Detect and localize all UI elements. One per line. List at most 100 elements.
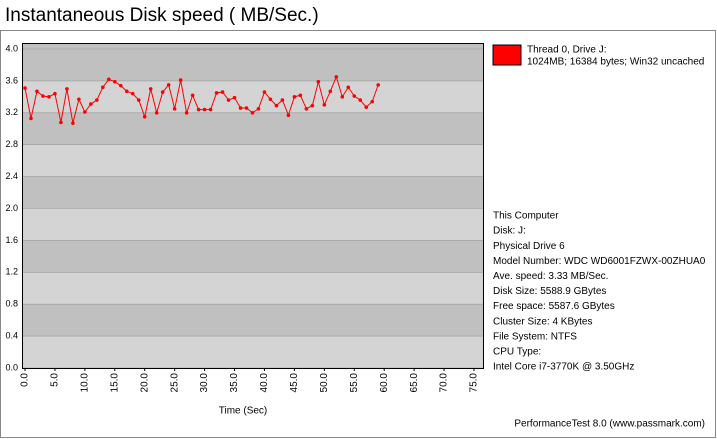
x-tick-label: 55.0: [349, 373, 360, 393]
data-point: [328, 89, 333, 94]
x-tick-label: 10.0: [80, 373, 91, 393]
data-point: [268, 97, 273, 102]
data-point: [370, 99, 375, 104]
series-line: [24, 75, 379, 124]
x-tick-label: 75.0: [469, 373, 480, 393]
y-tick-label: 3.6: [5, 75, 18, 85]
data-point: [136, 98, 141, 102]
x-tick-label: 0.0: [20, 373, 31, 387]
info-line: Disk: J:: [493, 226, 526, 237]
y-tick-label: 4.0: [5, 43, 18, 53]
x-tick-label: 65.0: [409, 373, 420, 393]
data-point: [124, 89, 129, 94]
y-tick-label: 2.4: [5, 171, 18, 181]
data-point: [148, 87, 153, 91]
plot-band: [22, 112, 483, 145]
y-tick-label: 1.2: [5, 267, 18, 277]
data-point: [250, 111, 255, 115]
data-point: [358, 98, 363, 102]
info-line: This Computer: [493, 211, 559, 222]
data-point: [184, 111, 189, 115]
data-point: [208, 107, 213, 112]
data-point: [59, 120, 63, 125]
plot-band: [22, 43, 483, 81]
data-point: [244, 106, 249, 110]
x-tick-label: 50.0: [319, 373, 330, 393]
data-point: [196, 107, 201, 112]
info-line: Ave. speed: 3.33 MB/Sec.: [493, 271, 608, 282]
info-line: CPU Type:: [493, 347, 541, 358]
data-point: [101, 85, 105, 90]
data-point: [35, 89, 39, 94]
data-point: [77, 97, 81, 102]
data-point: [286, 113, 291, 117]
legend-detail: 1024MB; 16384 bytes; Win32 uncached: [527, 57, 704, 68]
x-tick-label: 20.0: [139, 373, 150, 393]
data-point: [95, 98, 99, 102]
x-tick-label: 60.0: [379, 373, 390, 393]
data-point: [220, 90, 225, 94]
data-point: [304, 107, 309, 111]
data-point: [298, 93, 303, 98]
x-tick-label: 70.0: [439, 373, 450, 393]
data-point: [238, 106, 243, 110]
data-point: [172, 107, 177, 111]
data-point: [53, 91, 57, 96]
info-line: Free space: 5587.6 GBytes: [493, 301, 615, 312]
data-point: [29, 116, 33, 121]
legend-swatch: [492, 44, 522, 66]
data-point: [130, 91, 135, 96]
data-point: [292, 95, 297, 99]
data-point: [71, 121, 75, 125]
x-tick-label: 40.0: [259, 373, 270, 393]
info-line: Intel Core i7-3770K @ 3.50GHz: [493, 362, 634, 373]
data-point: [340, 95, 345, 99]
x-tick-label: 35.0: [229, 373, 240, 393]
data-point: [232, 95, 237, 100]
data-point: [310, 103, 315, 108]
plot-band: [22, 240, 483, 273]
plot-border: [22, 43, 484, 369]
data-point: [178, 78, 183, 82]
data-point: [154, 111, 159, 115]
data-point: [89, 102, 93, 106]
plot-band: [22, 304, 483, 337]
y-tick-label: 2.8: [5, 139, 18, 149]
data-point: [214, 91, 219, 95]
data-point: [352, 94, 357, 98]
data-point: [226, 98, 231, 102]
y-tick-label: 3.2: [5, 107, 18, 117]
data-point: [202, 107, 207, 112]
data-point: [280, 98, 285, 102]
plot-band: [22, 176, 483, 209]
chart-title: Instantaneous Disk speed ( MB/Sec.): [5, 5, 319, 26]
frame: [0, 30, 716, 438]
legend-entry: Thread 0, Drive J:: [527, 45, 606, 56]
info-line: Physical Drive 6: [493, 241, 565, 252]
y-tick-label: 1.6: [5, 235, 18, 245]
x-tick-label: 45.0: [289, 373, 300, 393]
data-point: [65, 87, 69, 91]
footer: PerformanceTest 8.0 (www.passmark.com): [514, 419, 705, 430]
data-point: [41, 94, 45, 98]
data-point: [322, 103, 327, 107]
y-tick-label: 2.0: [5, 203, 18, 213]
data-point: [190, 93, 195, 98]
data-point: [274, 103, 279, 108]
data-point: [142, 114, 147, 119]
data-point: [346, 85, 351, 90]
x-tick-label: 25.0: [169, 373, 180, 393]
data-point: [364, 105, 369, 110]
info-line: Model Number: WDC WD6001FZWX-00ZHUA0: [493, 256, 706, 267]
data-point: [107, 77, 111, 82]
data-point: [83, 110, 87, 114]
data-point: [376, 83, 381, 87]
data-point: [316, 79, 321, 84]
info-line: File System: NTFS: [493, 331, 577, 342]
data-point: [113, 79, 117, 84]
info-line: Disk Size: 5588.9 GBytes: [493, 286, 606, 297]
data-point: [118, 83, 123, 88]
data-point: [262, 90, 267, 94]
info-line: Cluster Size: 4 KBytes: [493, 316, 592, 327]
